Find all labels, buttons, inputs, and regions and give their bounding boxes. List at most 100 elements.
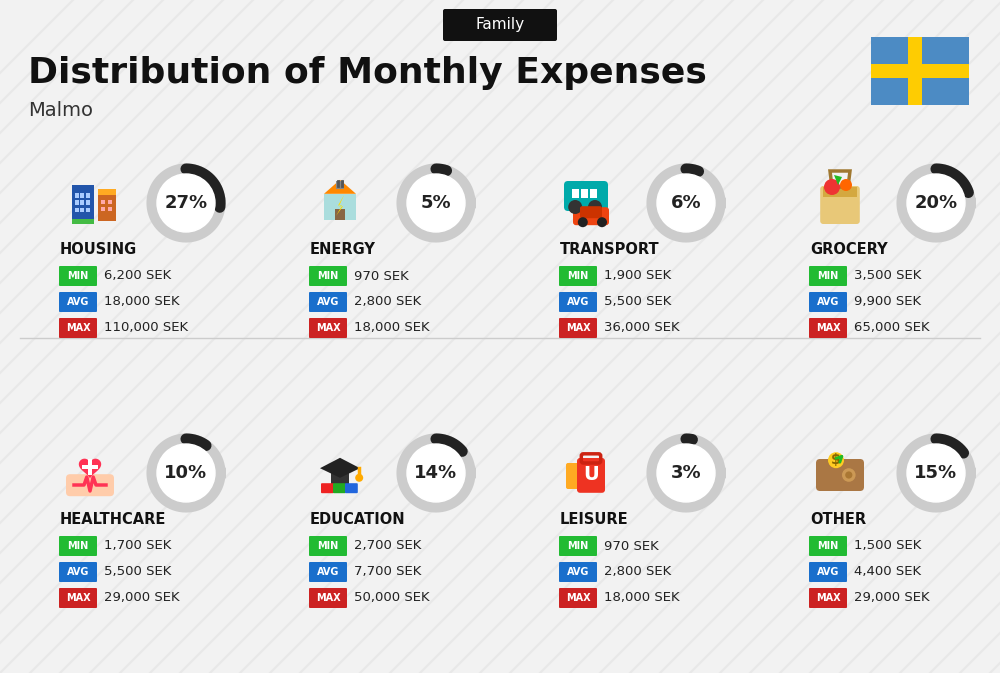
Text: 970 SEK: 970 SEK [604,540,659,553]
Text: MAX: MAX [66,323,90,333]
FancyBboxPatch shape [816,459,864,491]
Text: 29,000 SEK: 29,000 SEK [104,592,180,604]
Bar [75,201,79,205]
Text: 18,000 SEK: 18,000 SEK [104,295,180,308]
FancyBboxPatch shape [809,266,847,286]
Text: 4,400 SEK: 4,400 SEK [854,565,921,579]
Text: 1,700 SEK: 1,700 SEK [104,540,171,553]
FancyBboxPatch shape [59,562,97,582]
FancyBboxPatch shape [580,206,602,218]
Bar [871,64,969,78]
Circle shape [824,179,840,195]
Text: AVG: AVG [317,297,339,307]
Circle shape [840,179,852,191]
Text: MAX: MAX [816,323,840,333]
Text: 1,500 SEK: 1,500 SEK [854,540,921,553]
FancyBboxPatch shape [59,318,97,338]
Text: MIN: MIN [317,541,339,551]
Bar [590,189,597,199]
Text: AVG: AVG [67,297,89,307]
Bar [871,37,969,105]
Text: MIN: MIN [817,271,839,281]
FancyBboxPatch shape [820,186,860,224]
Text: 29,000 SEK: 29,000 SEK [854,592,930,604]
Circle shape [157,174,215,232]
FancyBboxPatch shape [321,483,334,493]
Bar [335,209,345,220]
Bar [823,187,857,197]
Text: MAX: MAX [566,323,590,333]
Bar [75,208,79,212]
Text: 3,500 SEK: 3,500 SEK [854,269,921,283]
Bar [336,181,344,189]
FancyBboxPatch shape [809,536,847,556]
Circle shape [845,471,852,479]
Bar [331,468,349,487]
Text: 6,200 SEK: 6,200 SEK [104,269,171,283]
Text: ENERGY: ENERGY [310,242,376,258]
Circle shape [597,217,607,227]
FancyBboxPatch shape [559,588,597,608]
FancyBboxPatch shape [333,483,346,493]
Text: HEALTHCARE: HEALTHCARE [60,513,166,528]
Text: MAX: MAX [66,593,90,603]
Bar [98,189,116,195]
FancyBboxPatch shape [559,536,597,556]
Bar [80,201,84,205]
Bar [572,189,579,199]
Text: 2,800 SEK: 2,800 SEK [604,565,671,579]
Text: AVG: AVG [67,567,89,577]
Bar [108,207,112,211]
Text: LEISURE: LEISURE [560,513,629,528]
Text: MIN: MIN [567,541,589,551]
Text: 65,000 SEK: 65,000 SEK [854,322,930,334]
Text: MAX: MAX [316,593,340,603]
Text: 14%: 14% [414,464,458,482]
Bar [80,193,84,198]
Circle shape [355,474,363,482]
Text: 18,000 SEK: 18,000 SEK [604,592,680,604]
Polygon shape [320,458,360,478]
FancyBboxPatch shape [309,318,347,338]
FancyBboxPatch shape [443,9,557,41]
FancyBboxPatch shape [573,207,609,225]
Text: 50,000 SEK: 50,000 SEK [354,592,430,604]
Bar [72,219,94,224]
Text: MIN: MIN [67,271,89,281]
Text: MIN: MIN [817,541,839,551]
Text: 3%: 3% [671,464,701,482]
FancyBboxPatch shape [566,463,585,489]
Bar [86,208,90,212]
FancyBboxPatch shape [809,318,847,338]
Text: TRANSPORT: TRANSPORT [560,242,660,258]
Bar [72,185,94,221]
Polygon shape [336,195,344,216]
FancyBboxPatch shape [559,292,597,312]
Text: U: U [583,466,599,485]
Circle shape [657,174,715,232]
Bar [88,459,92,475]
Bar [108,200,112,204]
Text: AVG: AVG [567,567,589,577]
FancyBboxPatch shape [309,266,347,286]
Text: MIN: MIN [567,271,589,281]
FancyBboxPatch shape [59,292,97,312]
Text: AVG: AVG [317,567,339,577]
FancyBboxPatch shape [309,292,347,312]
Text: AVG: AVG [567,297,589,307]
Text: 9,900 SEK: 9,900 SEK [854,295,921,308]
Text: 7,700 SEK: 7,700 SEK [354,565,421,579]
Circle shape [842,468,856,482]
FancyBboxPatch shape [559,562,597,582]
Circle shape [578,217,588,227]
FancyBboxPatch shape [309,536,347,556]
FancyBboxPatch shape [59,266,97,286]
Circle shape [407,444,465,502]
FancyBboxPatch shape [345,483,358,493]
Text: 5,500 SEK: 5,500 SEK [104,565,171,579]
Text: MAX: MAX [816,593,840,603]
Text: 6%: 6% [671,194,701,212]
Bar [75,193,79,198]
Circle shape [828,452,844,468]
Circle shape [907,174,965,232]
